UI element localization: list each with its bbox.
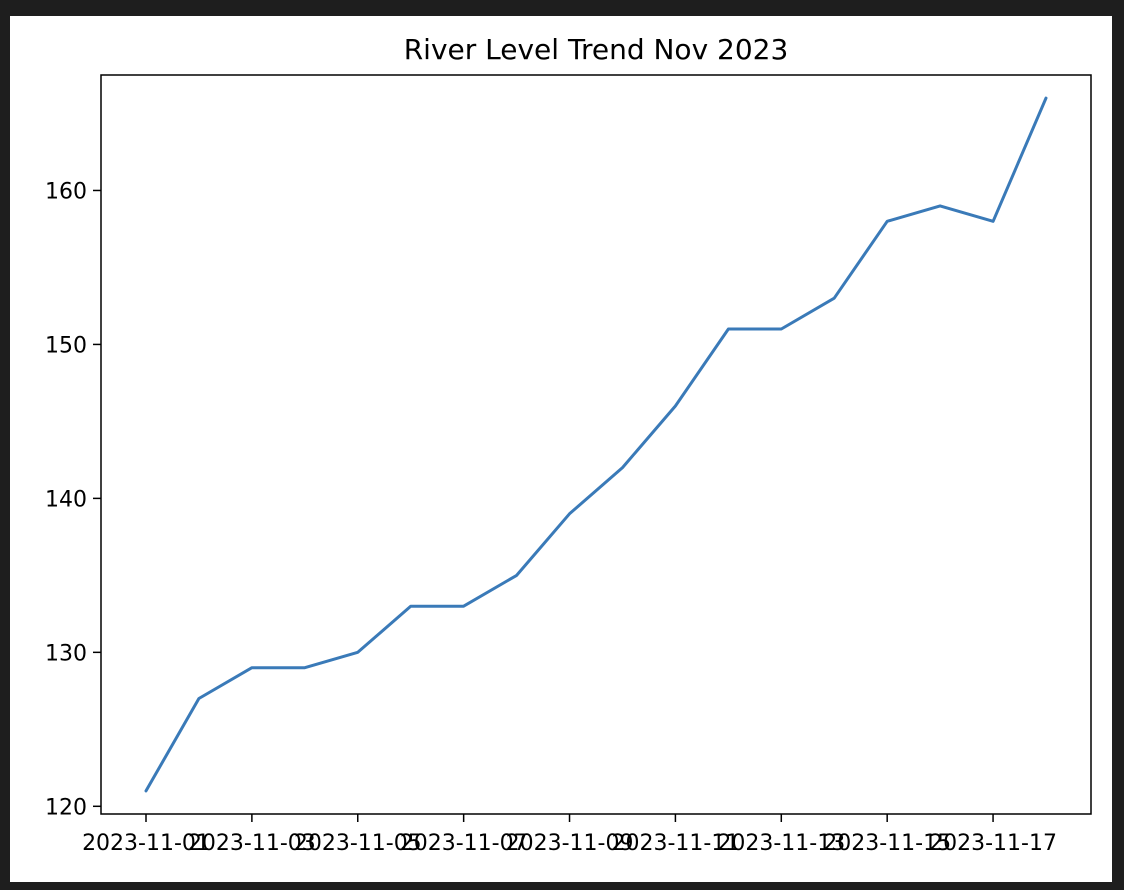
- plot-area: [100, 74, 1092, 815]
- data-point: [197, 697, 200, 700]
- data-point: [833, 297, 836, 300]
- data-point: [1045, 97, 1048, 100]
- data-point: [250, 666, 253, 669]
- x-tick-label: 2023-11-09: [506, 831, 634, 856]
- data-point: [992, 220, 995, 223]
- data-point: [356, 651, 359, 654]
- chart-figure: River Level Trend Nov 2023 120 130 140 150 1…: [10, 16, 1112, 882]
- x-tick-label: 2023-11-01: [82, 831, 210, 856]
- chart-title: River Level Trend Nov 2023: [404, 33, 789, 66]
- data-point: [886, 220, 889, 223]
- x-tick-label: 2023-11-07: [400, 831, 528, 856]
- x-tick-label: 2023-11-03: [188, 831, 316, 856]
- line-chart: River Level Trend Nov 2023 1201301401501…: [45, 33, 1092, 856]
- series-points: [145, 97, 1048, 793]
- x-tick-label: 2023-11-13: [717, 831, 845, 856]
- data-point: [462, 605, 465, 608]
- data-point: [780, 328, 783, 331]
- data-point: [674, 405, 677, 408]
- y-tick-label: 140: [45, 487, 87, 512]
- data-point: [727, 328, 730, 331]
- data-point: [621, 466, 624, 469]
- y-tick-label: 150: [45, 333, 87, 358]
- x-tick-label: 2023-11-17: [929, 831, 1057, 856]
- data-point: [515, 574, 518, 577]
- data-point: [939, 204, 942, 207]
- y-tick-label: 120: [45, 795, 87, 820]
- x-axis: 2023-11-012023-11-032023-11-052023-11-07…: [82, 814, 1057, 856]
- y-axis: 120 130 140 150 160: [45, 179, 101, 820]
- data-point: [303, 666, 306, 669]
- data-point: [409, 605, 412, 608]
- y-tick-label: 160: [45, 179, 87, 204]
- x-tick-label: 2023-11-15: [823, 831, 951, 856]
- data-point: [568, 512, 571, 515]
- series-line: [144, 96, 1048, 793]
- x-tick-label: 2023-11-05: [294, 831, 422, 856]
- data-point: [145, 789, 148, 792]
- y-tick-label: 130: [45, 641, 87, 666]
- x-tick-label: 2023-11-11: [611, 831, 739, 856]
